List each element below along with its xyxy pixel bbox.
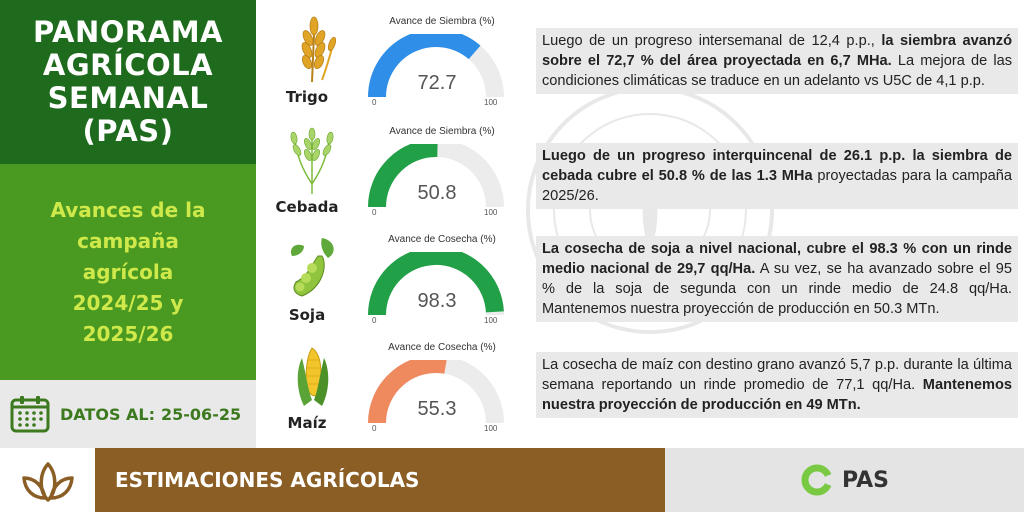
gauge-min: 0 [372,316,377,325]
gauge-value: 55.3 [417,398,457,420]
gauge-soja [368,252,504,316]
crop-name: Maíz [287,414,327,432]
gauge-min: 0 [372,424,377,433]
crop-maiz: Maíz Avance de Cosecha (%) 55.3 0 100 [262,336,532,446]
title-line: SEMANAL [47,81,209,115]
crop-name: Soja [288,306,326,324]
footer-title-bar: ESTIMACIONES AGRÍCOLAS [95,448,665,512]
block-text: Luego de un progreso intersemanal de 12,… [542,33,882,49]
calendar-icon [10,396,50,433]
crop-soja: Soja Avance de Cosecha (%) 98.3 0 100 [262,228,532,338]
text-block-soja: La cosecha de soja a nivel nacional, cub… [536,236,1018,322]
title-line: (PAS) [82,114,174,148]
date-text: DATOS AL: 25-06-25 [60,405,241,424]
date-label: DATOS AL: [60,404,156,424]
block-text-bold: Mantenemos nuestra proyección de producc… [542,377,1012,413]
gauge-max: 100 [484,424,498,433]
title-line: AGRÍCOLA [42,48,214,82]
title-line: PANORAMA [32,15,224,49]
gauge-maiz [368,360,504,424]
gauge-min: 0 [372,208,377,217]
gauge-max: 100 [484,98,498,107]
campaign-panel: Avances de la campaña agrícola 2024/25 y… [0,164,256,380]
gauge-trigo [368,34,504,98]
gauge-fill [368,360,447,424]
footer-brand: PAS [665,448,1024,512]
campaign-line: campaña [77,228,179,253]
gauge-cebada [368,144,504,208]
campaign-line: 2024/25 y [72,290,184,315]
date-panel: DATOS AL: 25-06-25 [0,380,256,448]
gauge-value: 50.8 [417,182,457,204]
text-block-cebada: Luego de un progreso interquincenal de 2… [536,143,1018,209]
block-text: A su vez, se ha avanzado sobre el 95 % d… [542,261,1012,317]
campaign-line: agrícola [82,259,174,284]
barley-icon [290,127,334,194]
text-block-maiz: La cosecha de maíz con destino grano ava… [536,352,1018,418]
campaign-line: 2025/26 [82,321,174,346]
gauge-value: 98.3 [417,290,457,312]
header-panel: PANORAMA AGRÍCOLA SEMANAL (PAS) [0,0,256,164]
corn-icon [297,347,329,406]
gauge-fill [368,34,481,98]
gauge-title: Avance de Cosecha (%) [388,234,496,245]
footer-title: ESTIMACIONES AGRÍCOLAS [115,468,420,492]
block-text: La cosecha de maíz con destino grano ava… [542,357,1012,393]
block-text: proyectadas para la campaña 2025/26. [542,168,1012,204]
date-value: 25-06-25 [161,404,242,424]
gauge-title: Avance de Cosecha (%) [388,342,496,353]
crop-name: Cebada [275,198,339,216]
gauge-value: 72.7 [417,72,457,94]
brand-name: PAS [842,467,889,493]
soybean-icon [290,238,334,297]
crop-trigo: Trigo Avance de Siembra (%) 72.7 0 100 [262,10,532,120]
page-title: PANORAMA AGRÍCOLA SEMANAL (PAS) [33,16,223,148]
pas-logo-icon [801,464,834,496]
gauge-max: 100 [484,208,498,217]
block-text-bold: la siembra avanzó sobre el 72,7 % del ár… [542,33,1012,69]
crop-name: Trigo [285,88,329,106]
footer-logo-area [0,448,95,512]
gauge-title: Avance de Siembra (%) [389,16,495,27]
gauge-title: Avance de Siembra (%) [389,126,495,137]
gauge-max: 100 [484,316,498,325]
gauge-min: 0 [372,98,377,107]
sprout-icon [21,462,74,502]
campaign-title: Avances de la campaña agrícola 2024/25 y… [18,195,238,350]
block-text-bold: Luego de un progreso interquincenal de 2… [542,148,1012,184]
gauge-fill [368,144,438,208]
block-text: La mejora de las condiciones climáticas … [542,53,1013,89]
block-text-bold: La cosecha de soja a nivel nacional, cub… [542,241,1012,277]
wheat-icon [301,16,337,83]
text-block-trigo: Luego de un progreso intersemanal de 12,… [536,28,1018,94]
campaign-line: Avances de la [50,197,206,222]
gauge-fill [368,252,504,316]
crop-cebada: Cebada Avance de Siembra (%) 50.8 0 100 [262,120,532,230]
